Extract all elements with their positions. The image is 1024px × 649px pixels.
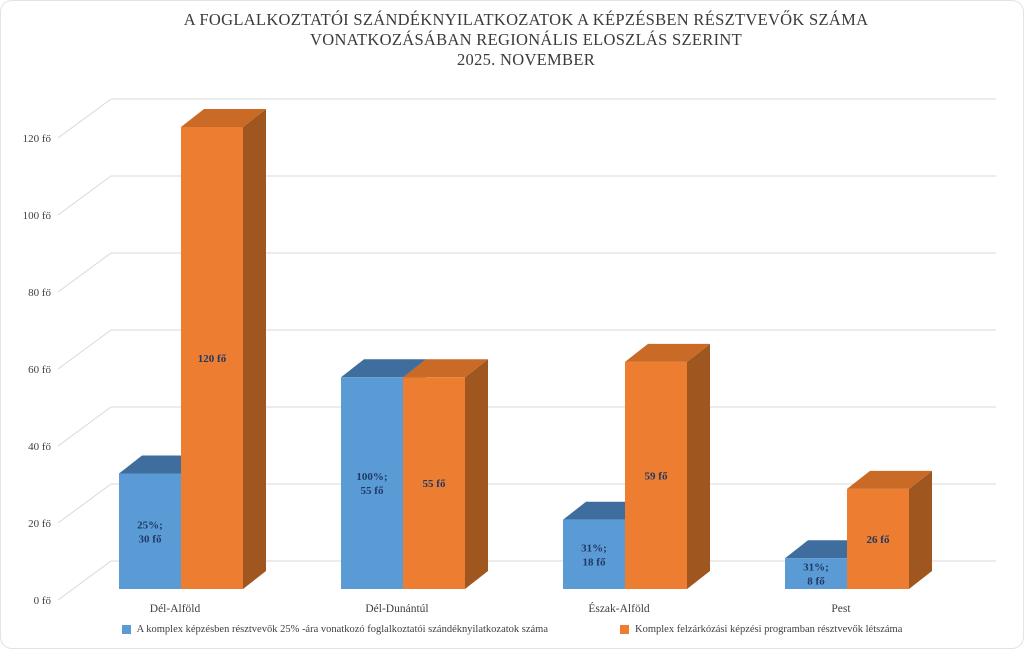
- bar-top-s2-Észak-Alföld: [625, 343, 710, 362]
- chart-title-line1: A FOGLALKOZTATÓI SZÁNDÉKNYILATKOZATOK A …: [183, 10, 869, 29]
- x-axis-category-label: Dél-Alföld: [150, 603, 201, 615]
- bar-side-s2-Pest: [909, 470, 932, 589]
- gridline-diagonal-60: [57, 329, 112, 370]
- chart-legend: A komplex képzésben résztvevők 25% -ára …: [1, 624, 1023, 635]
- data-label-s1-Észak-Alföld: 18 fő: [583, 556, 606, 568]
- bar-s2-Dél-Dunántúl: [403, 377, 465, 589]
- bar-s1-Észak-Alföld: [563, 519, 625, 589]
- gridline-diagonal-0: [57, 560, 112, 601]
- chart-canvas: 0 fő 20 fő 40 fő 60 fő 80 fő 100 fő 120 fő 25%;…: [23, 98, 996, 615]
- x-axis-category-label: Pest: [831, 603, 851, 615]
- bar-s1-Dél-Dunántúl: [341, 377, 403, 589]
- legend-label-series1: A komplex képzésben résztvevők 25% -ára …: [136, 624, 549, 635]
- gridline-diagonal-120: [57, 98, 112, 139]
- x-axis-category-label: Észak-Alföld: [588, 601, 650, 615]
- gridline-diagonal-20: [57, 483, 112, 524]
- data-label-s1-Észak-Alföld: 31%;: [581, 542, 607, 554]
- bar-top-s2-Pest: [847, 470, 932, 489]
- data-label-s2-Észak-Alföld: 59 fő: [645, 470, 668, 482]
- y-axis-tick-label: 0 fő: [34, 595, 52, 607]
- y-axis-tick-label: 120 fő: [23, 133, 52, 145]
- gridline-diagonal-100: [57, 175, 112, 216]
- legend-item-series2: Komplex felzárkózási képzési programban …: [620, 624, 902, 635]
- chart-title-line3: 2025. NOVEMBER: [456, 50, 596, 69]
- bar-s1-Dél-Alföld: [119, 473, 181, 589]
- bar-side-s2-Dél-Alföld: [243, 109, 266, 589]
- bar-s2-Pest: [847, 488, 909, 589]
- bar-s1-Pest: [785, 558, 847, 589]
- chart-title: A FOGLALKOZTATÓI SZÁNDÉKNYILATKOZATOK A …: [41, 10, 1011, 70]
- gridline-diagonal-40: [57, 406, 112, 447]
- y-axis-tick-label: 60 fő: [28, 364, 51, 376]
- data-label-s2-Dél-Dunántúl: 55 fő: [423, 478, 446, 490]
- bar-top-s2-Dél-Dunántúl: [403, 359, 488, 378]
- data-label-s1-Dél-Dunántúl: 55 fő: [361, 485, 384, 497]
- data-label-s2-Pest: 26 fő: [867, 534, 890, 546]
- data-label-s2-Dél-Alföld: 120 fő: [198, 353, 227, 365]
- legend-marker-blue-square: [121, 625, 131, 634]
- bar-s2-Észak-Alföld: [625, 361, 687, 589]
- data-label-s1-Pest: 8 fő: [807, 576, 825, 588]
- data-label-s1-Dél-Dunántúl: 100%;: [356, 471, 387, 483]
- y-axis-tick-label: 80 fő: [28, 287, 51, 299]
- legend-marker-orange-square: [620, 625, 630, 634]
- bar-top-s1-Dél-Dunántúl: [341, 359, 426, 378]
- data-label-s1-Pest: 31%;: [803, 562, 829, 574]
- legend-item-series1: A komplex képzésben résztvevők 25% -ára …: [121, 624, 549, 635]
- data-label-s1-Dél-Alföld: 30 fő: [139, 533, 162, 545]
- x-axis-category-label: Dél-Dunántúl: [365, 603, 428, 615]
- bar-side-s2-Észak-Alföld: [687, 343, 710, 589]
- bar-side-s2-Dél-Dunántúl: [465, 359, 488, 589]
- gridline-diagonal-80: [57, 252, 112, 293]
- legend-label-series2: Komplex felzárkózási képzési programban …: [635, 624, 903, 635]
- y-axis-tick-label: 100 fő: [23, 210, 52, 222]
- data-label-s1-Dél-Alföld: 25%;: [137, 519, 163, 531]
- bar-s2-Dél-Alföld: [181, 127, 243, 589]
- y-axis-tick-label: 20 fő: [28, 518, 51, 530]
- y-axis-tick-label: 40 fő: [28, 441, 51, 453]
- chart-title-line2: VONATKOZÁSÁBAN REGIONÁLIS ELOSZLÁS SZERI…: [310, 30, 742, 49]
- bar-top-s2-Dél-Alföld: [181, 109, 266, 127]
